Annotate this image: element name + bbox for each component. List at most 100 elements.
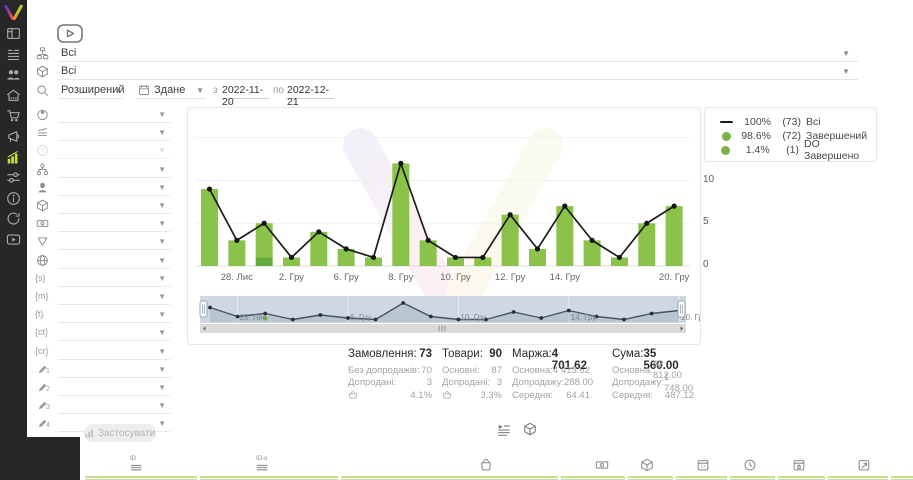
filter-select[interactable]: ▼ <box>58 217 170 233</box>
chevron-down-icon: ▼ <box>842 67 850 76</box>
video-help-button[interactable] <box>57 24 83 43</box>
orders-chart[interactable]: 28. Лис 2. Гру 6. Гру 8. Гру 10. Гру 12. Гру 1… <box>188 108 707 344</box>
filter-select[interactable]: ▼ <box>58 199 170 214</box>
legend-item-всі[interactable]: 100% (73) Всі <box>717 115 876 129</box>
filter-select[interactable]: ▼ <box>58 345 170 360</box>
date-to-input[interactable]: 2022-12-21 <box>286 83 334 108</box>
stat-sub-label: Допродажу: <box>512 377 565 389</box>
filter-select[interactable]: ▼ <box>58 163 170 178</box>
filter-row-layers: ▼ <box>0 124 180 142</box>
sidebar-item-video[interactable] <box>6 232 21 247</box>
table-column-bag[interactable] <box>479 458 493 472</box>
navigator-handle <box>199 300 208 318</box>
svg-text:20. Гру: 20. Гру <box>681 313 700 322</box>
legend-label: Всі <box>806 116 821 128</box>
chevron-down-icon: ▼ <box>158 346 166 356</box>
filter-select[interactable]: ▼ <box>58 144 170 160</box>
date-from-label: з <box>213 85 218 96</box>
sidebar-item-settings[interactable] <box>6 170 21 185</box>
legend-item-do-завершено[interactable]: 1.4% (1) DO Завершено <box>717 138 876 162</box>
chevron-down-icon: ▼ <box>158 164 166 174</box>
legend-count: (73) <box>782 116 801 128</box>
sidebar-item-orders[interactable] <box>6 47 21 62</box>
table-column-id[interactable]: ID <box>130 456 144 472</box>
table-cell-border <box>200 476 338 478</box>
chevron-down-icon: ▼ <box>158 146 166 156</box>
chevron-down-icon: ▼ <box>158 128 166 138</box>
date-from-input[interactable]: 2022-11-20 <box>221 83 269 108</box>
sidebar-item-cart[interactable] <box>6 108 21 123</box>
table-column-cube[interactable] <box>640 458 654 472</box>
status-filter-select[interactable]: Всі ▼ <box>58 46 858 62</box>
filter-row-person: ▼ <box>0 179 180 197</box>
stat-column-3: Сума: 35 560.00 Основна: 33 812.00 Допродажу… <box>612 348 694 402</box>
sidebar-item-campaigns[interactable] <box>6 129 21 144</box>
view-toggle-cube[interactable] <box>523 422 537 436</box>
svg-text:6. Гру: 6. Гру <box>350 313 371 322</box>
stat-title: Маржа: <box>512 348 552 360</box>
view-toggle-list-stats[interactable] <box>497 423 511 437</box>
date-to-value: 2022-12-21 <box>287 84 330 108</box>
date-from-value: 2022-11-20 <box>222 84 264 108</box>
table-column-clock[interactable] <box>743 458 757 472</box>
chevron-down-icon: ▼ <box>158 310 166 320</box>
stat-value: 4 701.62 <box>551 348 587 372</box>
chart-legend: 100% (73) Всі 98.6% (72) Завершений 1.4% (1) DO … <box>704 107 877 162</box>
filter-row-pencil1: 1 ▼ <box>0 361 180 379</box>
sidebar-item-customers[interactable] <box>6 67 21 82</box>
legend-percent: 98.6% <box>741 130 771 142</box>
filter-row-m: {m} ▼ <box>0 288 180 306</box>
table-column-calendar-17[interactable]: 17 <box>696 458 710 472</box>
filter-select[interactable]: ▼ <box>58 290 170 305</box>
sidebar-item-dashboard[interactable] <box>6 26 21 41</box>
filter-select[interactable]: ▼ <box>58 254 170 269</box>
filter-select[interactable]: ▼ <box>58 308 170 324</box>
filter-select[interactable]: ▼ <box>58 326 170 342</box>
sidebar-item-info[interactable] <box>6 191 21 206</box>
stat-sub-label: Основна: <box>612 364 653 376</box>
stat-title: Товари: <box>442 348 483 360</box>
table-column-money[interactable] <box>595 458 609 472</box>
svg-text:10. Гру: 10. Гру <box>460 313 486 322</box>
filter-row-question: ? ▼ <box>0 142 180 160</box>
legend-count: (72) <box>782 130 801 142</box>
sidebar-item-analytics[interactable] <box>6 150 21 165</box>
filter-select[interactable]: ▼ <box>58 108 170 123</box>
filter-select[interactable]: ▼ <box>58 363 170 378</box>
calendar-icon <box>138 84 150 96</box>
table-cell-border <box>730 476 775 478</box>
category-filter-select[interactable]: Всі ▼ <box>58 64 858 80</box>
filter-select[interactable]: ▼ <box>58 181 170 196</box>
table-column-id-o[interactable]: ID-o <box>256 456 270 472</box>
filter-select[interactable]: ▼ <box>58 381 170 396</box>
legend-item-завершений[interactable]: 98.6% (72) Завершений <box>717 129 876 143</box>
sidebar-item-history[interactable] <box>6 211 21 226</box>
cube-icon <box>36 199 49 212</box>
chevron-down-icon: ▼ <box>158 401 166 411</box>
chevron-down-icon: ▼ <box>158 292 166 301</box>
stat-sub-value: 4.1% <box>410 389 432 401</box>
date-type-select[interactable]: Здане ▼ <box>136 83 206 99</box>
stat-sub-label: Основні: <box>442 364 480 376</box>
pencil-sub-index: 1 <box>46 367 50 375</box>
filter-select[interactable]: ▼ <box>58 272 170 287</box>
stat-sub-label: Допродані: <box>442 377 491 389</box>
stat-sub-label: Середня: <box>512 389 554 401</box>
table-column-calendar-up[interactable] <box>857 458 871 472</box>
sidebar-item-company[interactable] <box>6 88 21 103</box>
table-cell-border <box>891 476 913 478</box>
search-mode-select[interactable]: Розширений ▼ <box>58 83 124 99</box>
date-type-value: Здане <box>154 84 186 96</box>
stat-sub-label: Основна: <box>512 364 553 376</box>
apply-button[interactable]: Застосувати <box>84 424 156 442</box>
filter-row-pencil2: 2 ▼ <box>0 379 180 397</box>
table-cell-border <box>676 476 727 478</box>
app-logo[interactable] <box>3 3 24 22</box>
filter-select[interactable]: ▼ <box>58 235 170 251</box>
filter-select[interactable]: ▼ <box>58 126 170 142</box>
svg-text:12. Гру: 12. Гру <box>495 272 526 283</box>
legend-percent: 1.4% <box>745 144 770 156</box>
filter-select[interactable]: ▼ <box>58 399 170 415</box>
stat-column-1: Товари: 90 Основні: 87 Допродані: 3 3.3% <box>442 348 502 402</box>
table-column-calendar-bag[interactable] <box>792 458 806 472</box>
